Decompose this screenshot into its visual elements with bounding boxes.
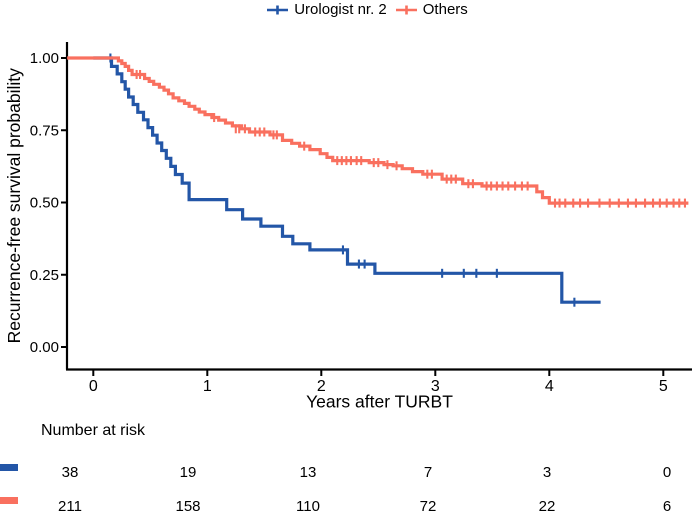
survival-chart: 0.00 0.25 0.50 0.75 1.00 0 1 2 3 4 5 Recurrence-fre… (4, 42, 692, 412)
survival-curve-others (67, 56, 689, 205)
x-axis-title: Years after TURBT (306, 392, 453, 412)
y-tick-label: 0.75 (30, 122, 59, 139)
censor-line-key-icon-red (395, 5, 417, 14)
risk-count: 6 (662, 498, 672, 514)
risk-count: 38 (61, 464, 79, 481)
risk-table-title: Number at risk (41, 422, 146, 439)
risk-count: 13 (299, 464, 317, 481)
legend-item-others: Others (395, 1, 468, 18)
x-tick-label: 5 (659, 378, 668, 395)
survival-curve-urologist-nr-2 (93, 56, 601, 304)
risk-count: 72 (419, 498, 437, 514)
x-tick-label: 3 (431, 378, 440, 395)
risk-row-swatch-others (0, 497, 18, 504)
y-tick-label: 0.00 (30, 339, 59, 356)
legend-label-urologist-nr-2: Urologist nr. 2 (294, 1, 387, 18)
x-tick-label: 1 (203, 378, 212, 395)
legend-item-urologist-nr-2: Urologist nr. 2 (267, 2, 387, 17)
y-tick-label: 0.50 (30, 195, 59, 212)
risk-row-swatch-urologist-nr-2 (0, 464, 18, 471)
legend-label-others: Others (422, 1, 468, 18)
risk-count: 3 (542, 464, 552, 481)
chart-legend: Urologist nr. 2 Others (0, 0, 693, 19)
risk-count: 22 (538, 498, 556, 514)
risk-count: 110 (296, 498, 320, 514)
x-tick-label: 2 (317, 378, 326, 395)
risk-count: 7 (423, 464, 433, 481)
y-tick-label: 0.25 (30, 267, 59, 284)
y-tick-label: 1.00 (30, 50, 59, 67)
y-axis-title: Recurrence-free survival probability (4, 68, 24, 343)
risk-count: 158 (175, 498, 201, 514)
risk-count: 0 (662, 464, 672, 481)
x-tick-label: 0 (89, 378, 98, 395)
risk-count: 211 (58, 498, 82, 514)
risk-count: 19 (179, 464, 197, 481)
censor-line-key-icon-blue (267, 5, 289, 14)
x-tick-label: 4 (545, 378, 554, 395)
